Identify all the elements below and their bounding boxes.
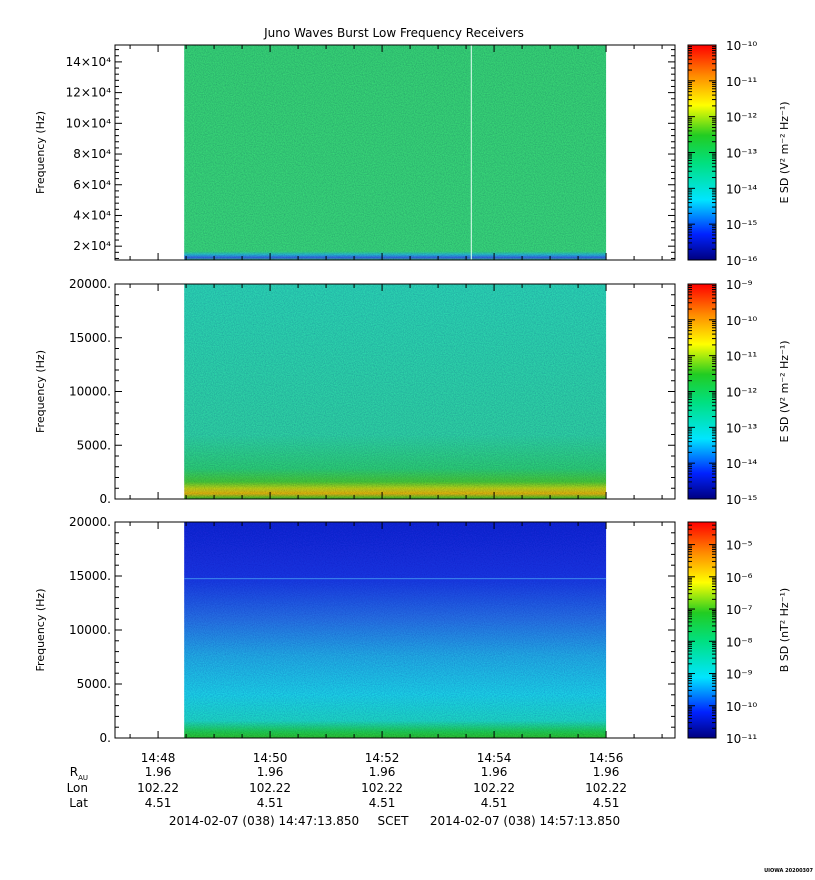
colorbar-tick-label: 10⁻¹⁶: [726, 254, 757, 268]
colorbar-bottom: [688, 522, 716, 738]
spectrogram-panels: 2×10⁴ 4×10⁴ 6×10⁴ 8×10⁴ 10×10⁴ 12×10⁴ 14×10⁴ Fr…: [34, 39, 791, 746]
time-range-start: 2014-02-07 (038) 14:47:13.850: [169, 814, 359, 828]
colorbar-tick-label: 10⁻¹⁰: [726, 314, 757, 328]
y-axis-label: Frequency (Hz): [34, 589, 47, 672]
colorbar-tick-label: 10⁻¹¹: [726, 732, 757, 746]
colorbar-tick-label: 10⁻¹²: [726, 386, 757, 400]
time-axis-labels: 14:48 14:50 14:52 14:54 14:56: [141, 751, 624, 765]
colorbar-tick-label: 10⁻¹⁰: [726, 39, 757, 53]
spectrogram-image-middle: [184, 284, 607, 499]
ephemeris-table: RAU 1.96 1.96 1.96 1.96 1.96 Lon 102.22 102.22 10…: [67, 765, 627, 810]
colorbar-tick-label: 10⁻⁸: [726, 635, 753, 649]
colorbar-tick-label: 10⁻¹⁰: [726, 700, 757, 714]
colorbar-tick-label: 10⁻¹⁴: [726, 182, 757, 196]
data-gap-line: [470, 45, 472, 260]
y-tick-label: 12×10⁴: [66, 86, 112, 100]
x-tick-label: 14:54: [477, 751, 512, 765]
colorbar-tick-label: 10⁻⁹: [726, 668, 753, 682]
y-tick-label: 8×10⁴: [73, 147, 111, 161]
colorbar-tick-label: 10⁻⁵: [726, 539, 753, 553]
colorbar-tick-label: 10⁻¹⁵: [726, 218, 757, 232]
y-tick-label: 2×10⁴: [73, 239, 111, 253]
ephemeris-row-label: Lat: [69, 796, 88, 810]
colorbar-tick-label: 10⁻¹³: [726, 147, 757, 161]
ephemeris-value: 102.22: [473, 781, 515, 795]
y-tick-label: 20000.: [69, 515, 111, 529]
chart-title: Juno Waves Burst Low Frequency Receivers: [263, 26, 524, 40]
colorbar-tick-label: 10⁻¹⁵: [726, 493, 757, 507]
ephemeris-value: 102.22: [585, 781, 627, 795]
interference-line: [184, 578, 607, 580]
y-tick-label: 4×10⁴: [73, 208, 111, 222]
y-tick-label: 15000.: [69, 569, 111, 583]
colorbar-label: E SD (V² m⁻² Hz⁻¹): [778, 340, 791, 442]
ephemeris-value: 4.51: [369, 796, 396, 810]
y-tick-label: 10000.: [69, 385, 111, 399]
x-tick-label: 14:48: [141, 751, 176, 765]
x-tick-label: 14:56: [589, 751, 624, 765]
colorbar-tick-label: 10⁻¹²: [726, 111, 757, 125]
y-tick-label: 6×10⁴: [73, 178, 111, 192]
ephemeris-value: 4.51: [481, 796, 508, 810]
panel-middle: 0. 5000. 10000. 15000. 20000. Frequency (Hz) 1…: [34, 277, 791, 507]
colorbar-label: B SD (nT² Hz⁻¹): [778, 588, 791, 672]
colorbar-tick-label: 10⁻¹¹: [726, 75, 757, 89]
y-tick-label: 0.: [100, 731, 111, 745]
colorbar-tick-label: 10⁻¹³: [726, 421, 757, 435]
y-tick-label: 10000.: [69, 623, 111, 637]
ephemeris-value: 1.96: [481, 765, 508, 779]
ephemeris-value: 102.22: [361, 781, 403, 795]
colorbar-label: E SD (V² m⁻² Hz⁻¹): [778, 101, 791, 203]
y-tick-label: 15000.: [69, 331, 111, 345]
institution-stamp: UIOWA 20200307: [764, 868, 813, 874]
colorbar-tick-label: 10⁻⁶: [726, 571, 753, 585]
spectrogram-image-bottom: [184, 522, 607, 738]
y-tick-label: 20000.: [69, 277, 111, 291]
plot-frame-top: [114, 44, 676, 261]
y-tick-label: 10×10⁴: [66, 116, 112, 130]
time-range-end: 2014-02-07 (038) 14:57:13.850: [430, 814, 620, 828]
y-axis-label: Frequency (Hz): [34, 111, 47, 194]
colorbar-frame: [687, 521, 717, 739]
x-tick-label: 14:52: [365, 751, 400, 765]
ephemeris-value: 102.22: [249, 781, 291, 795]
ephemeris-value: 4.51: [593, 796, 620, 810]
x-tick-label: 14:50: [253, 751, 288, 765]
time-frame-label: SCET: [378, 814, 410, 828]
ephemeris-value: 102.22: [137, 781, 179, 795]
ephemeris-value: 4.51: [145, 796, 172, 810]
y-tick-label: 5000.: [77, 438, 111, 452]
ephemeris-row-label: Lon: [67, 781, 88, 795]
ephemeris-row-label: RAU: [70, 765, 88, 782]
spectrogram-image-top: [184, 45, 607, 260]
ephemeris-value: 1.96: [257, 765, 284, 779]
colorbar-tick-label: 10⁻⁷: [726, 603, 753, 617]
y-tick-label: 5000.: [77, 677, 111, 691]
y-tick-label: 14×10⁴: [66, 55, 112, 69]
panel-bottom: 0. 5000. 10000. 15000. 20000. Frequency (Hz) 1…: [34, 515, 791, 746]
ephemeris-value: 4.51: [257, 796, 284, 810]
ephemeris-value: 1.96: [593, 765, 620, 779]
y-axis-label: Frequency (Hz): [34, 350, 47, 433]
y-tick-label: 0.: [100, 492, 111, 506]
colorbar-tick-label: 10⁻¹¹: [726, 350, 757, 364]
panel-top: 2×10⁴ 4×10⁴ 6×10⁴ 8×10⁴ 10×10⁴ 12×10⁴ 14×10⁴ Fr…: [34, 39, 791, 268]
colorbar-tick-label: 10⁻⁹: [726, 278, 753, 292]
colorbar-tick-label: 10⁻¹⁴: [726, 457, 757, 471]
ephemeris-value: 1.96: [369, 765, 396, 779]
ephemeris-value: 1.96: [145, 765, 172, 779]
